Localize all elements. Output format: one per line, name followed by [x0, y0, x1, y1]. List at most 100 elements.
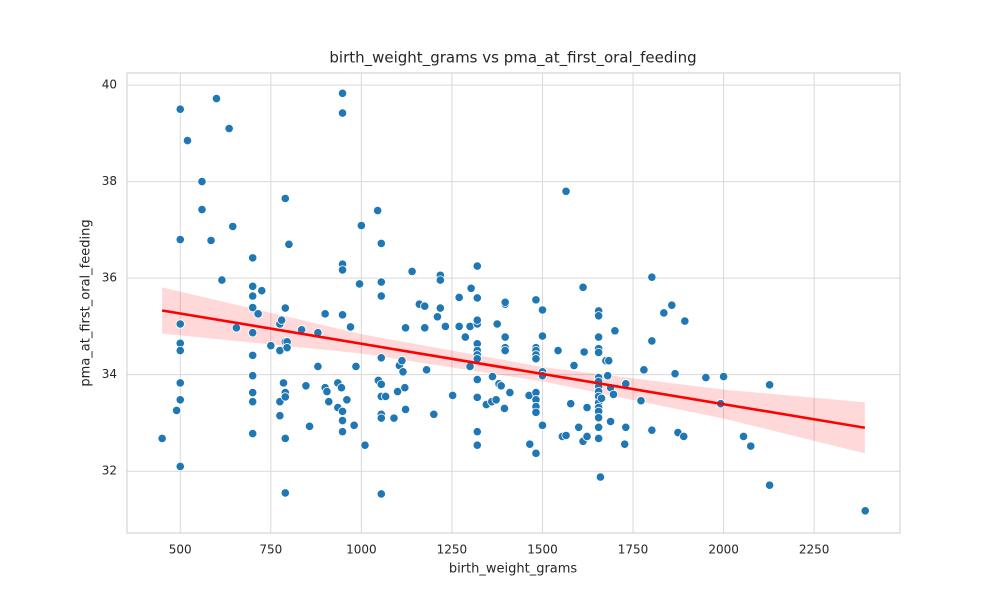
point	[345, 322, 356, 332]
point	[337, 427, 348, 437]
point	[175, 345, 185, 356]
point	[553, 345, 563, 356]
point	[667, 300, 677, 310]
point	[491, 395, 501, 405]
point	[376, 238, 386, 248]
point	[376, 489, 386, 499]
point	[351, 361, 361, 372]
point	[324, 397, 334, 407]
point	[282, 343, 292, 353]
x-tick-label: 1500	[527, 543, 558, 557]
point	[420, 323, 430, 333]
point	[472, 427, 482, 437]
point	[376, 379, 386, 389]
point	[537, 305, 548, 315]
point	[432, 312, 443, 322]
point	[594, 332, 604, 342]
point	[407, 266, 417, 276]
point	[206, 235, 216, 246]
point	[647, 336, 657, 346]
point	[569, 360, 579, 371]
point	[197, 177, 207, 187]
point	[578, 282, 588, 292]
point	[197, 205, 207, 215]
point	[860, 506, 870, 516]
point	[224, 123, 234, 134]
point	[594, 347, 604, 358]
point	[157, 433, 167, 443]
point	[670, 369, 680, 379]
point	[342, 395, 352, 405]
point	[620, 439, 630, 449]
point	[566, 399, 576, 409]
point	[487, 372, 498, 382]
point	[537, 420, 548, 430]
point	[248, 371, 258, 381]
point	[525, 439, 535, 449]
point	[594, 413, 604, 423]
point	[356, 220, 366, 231]
point	[604, 356, 614, 366]
point	[400, 323, 411, 333]
point	[376, 277, 386, 287]
point	[764, 380, 775, 390]
point	[492, 319, 502, 329]
point	[211, 93, 222, 104]
point	[718, 372, 729, 382]
point	[647, 425, 657, 435]
point	[636, 396, 646, 406]
point	[460, 332, 470, 342]
point	[376, 413, 386, 423]
point	[336, 383, 347, 393]
point	[284, 239, 294, 249]
point	[496, 381, 506, 391]
y-tick-label: 36	[102, 271, 117, 285]
point	[400, 404, 411, 415]
point	[472, 374, 482, 385]
point	[320, 309, 330, 319]
point	[472, 440, 482, 450]
x-tick-label: 2000	[708, 543, 739, 557]
point	[275, 411, 285, 421]
point	[595, 472, 606, 482]
grid	[127, 73, 900, 533]
point	[454, 292, 464, 303]
point	[337, 415, 348, 426]
point	[248, 302, 258, 313]
point	[679, 431, 689, 442]
point	[579, 347, 589, 357]
point	[280, 433, 290, 443]
point	[472, 315, 482, 325]
point	[392, 386, 403, 397]
point	[280, 488, 290, 498]
point	[561, 186, 571, 196]
point	[746, 441, 756, 451]
y-axis-label: pma_at_first_oral_feeding	[79, 219, 94, 386]
point	[472, 293, 482, 303]
point	[248, 291, 258, 301]
point	[349, 420, 359, 430]
point	[182, 135, 193, 146]
x-tick-label: 1750	[618, 543, 649, 557]
point	[360, 440, 370, 450]
x-tick-label: 1000	[346, 543, 377, 557]
points	[157, 88, 870, 516]
chart-title: birth_weight_grams vs pma_at_first_oral_…	[329, 49, 696, 68]
point	[605, 416, 616, 427]
point	[248, 397, 258, 407]
point	[381, 391, 391, 401]
point	[603, 371, 613, 381]
point	[175, 234, 185, 245]
point	[280, 303, 290, 313]
point	[608, 389, 619, 400]
point	[337, 88, 348, 98]
point	[304, 421, 315, 431]
point	[499, 403, 510, 414]
point	[594, 311, 604, 321]
point	[175, 378, 185, 388]
point	[337, 406, 348, 416]
point	[248, 350, 258, 360]
point	[248, 428, 258, 439]
